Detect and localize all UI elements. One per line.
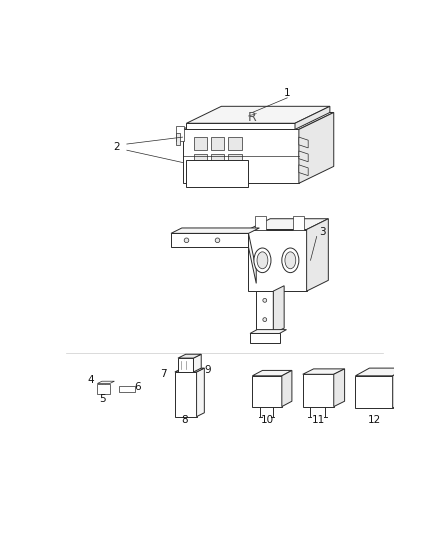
Polygon shape: [299, 165, 308, 175]
Text: 11: 11: [311, 415, 325, 425]
Text: 2: 2: [113, 142, 120, 152]
Polygon shape: [97, 384, 110, 394]
Polygon shape: [273, 286, 284, 334]
Polygon shape: [187, 106, 330, 123]
Bar: [194, 137, 208, 150]
Polygon shape: [295, 106, 330, 130]
Circle shape: [263, 298, 267, 302]
Ellipse shape: [254, 248, 271, 273]
Text: Ꞧ: Ꞧ: [248, 111, 257, 124]
Polygon shape: [187, 160, 248, 187]
Polygon shape: [97, 381, 114, 384]
Circle shape: [184, 238, 189, 243]
Polygon shape: [194, 354, 201, 372]
Polygon shape: [299, 112, 334, 183]
Polygon shape: [183, 130, 299, 183]
Polygon shape: [187, 123, 295, 130]
Ellipse shape: [285, 252, 296, 269]
Polygon shape: [171, 228, 259, 233]
Text: 9: 9: [204, 366, 211, 375]
Polygon shape: [255, 216, 265, 230]
Text: 8: 8: [182, 415, 188, 425]
Ellipse shape: [282, 248, 299, 273]
Text: 12: 12: [367, 415, 381, 425]
Polygon shape: [293, 216, 304, 230]
Polygon shape: [299, 137, 308, 148]
Polygon shape: [177, 133, 180, 145]
Polygon shape: [171, 233, 248, 247]
Text: 1: 1: [284, 88, 290, 98]
Circle shape: [263, 318, 267, 321]
Polygon shape: [282, 370, 292, 407]
Bar: [211, 137, 224, 150]
Text: 4: 4: [87, 375, 94, 385]
Polygon shape: [299, 151, 308, 161]
Polygon shape: [250, 334, 279, 343]
Polygon shape: [248, 230, 307, 291]
Polygon shape: [177, 126, 184, 141]
Polygon shape: [303, 369, 345, 374]
Bar: [211, 154, 224, 167]
Polygon shape: [197, 368, 204, 417]
Text: 7: 7: [160, 369, 166, 379]
Polygon shape: [334, 369, 345, 407]
Polygon shape: [256, 291, 273, 334]
Polygon shape: [252, 376, 282, 407]
Polygon shape: [248, 233, 256, 284]
Polygon shape: [175, 372, 197, 417]
Polygon shape: [252, 370, 292, 376]
Polygon shape: [303, 374, 334, 407]
Text: 10: 10: [261, 415, 274, 425]
Polygon shape: [178, 358, 194, 372]
Polygon shape: [119, 386, 134, 392]
Polygon shape: [175, 368, 204, 372]
Text: 5: 5: [99, 394, 106, 404]
Circle shape: [215, 238, 220, 243]
Text: 3: 3: [319, 227, 325, 237]
Polygon shape: [178, 354, 201, 358]
Text: 6: 6: [134, 382, 141, 392]
Polygon shape: [183, 112, 334, 130]
Polygon shape: [356, 376, 392, 408]
Polygon shape: [307, 219, 328, 291]
Bar: [228, 154, 241, 167]
Polygon shape: [356, 368, 406, 376]
Polygon shape: [250, 329, 286, 334]
Polygon shape: [392, 368, 406, 408]
Bar: [228, 137, 241, 150]
Ellipse shape: [257, 252, 268, 269]
Bar: [194, 154, 208, 167]
Polygon shape: [248, 219, 328, 230]
